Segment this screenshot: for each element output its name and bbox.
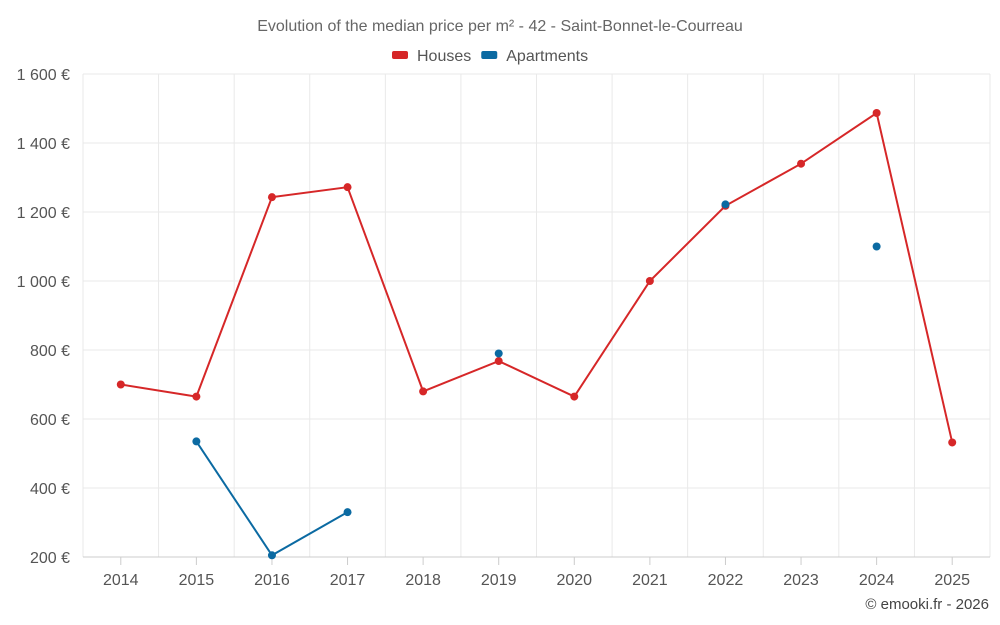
series-houses [116,108,957,447]
x-tick-label: 2017 [330,572,366,589]
data-point-houses-2024[interactable] [872,108,881,117]
series-layer [116,108,957,560]
x-tick-label: 2014 [103,572,139,589]
data-point-houses-2025[interactable] [948,438,957,447]
x-axis: 2014 2015 2016 2017 2018 2019 2020 2021 2022 2023… [83,556,990,589]
data-point-houses-2019[interactable] [494,357,503,366]
grid [82,73,991,558]
x-tick-label: 2018 [405,572,441,589]
y-tick-label: 1 600 € [17,67,70,84]
chart-title: Evolution of the median price per m² - 4… [257,18,743,35]
x-tick-label: 2021 [632,572,668,589]
series-line-houses [120,111,954,443]
data-point-apartments-2024[interactable] [872,242,881,251]
series-apartments [192,200,881,560]
data-point-houses-2021[interactable] [645,277,654,285]
y-tick-label: 1 400 € [17,136,70,153]
y-tick-label: 200 € [30,550,70,567]
x-tick-label: 2024 [859,572,895,589]
data-point-houses-2014[interactable] [116,380,125,389]
y-tick-label: 400 € [30,481,70,498]
legend: Houses Apartments [392,48,588,65]
y-tick-label: 800 € [30,343,70,360]
x-tick-label: 2015 [179,572,215,589]
data-point-houses-2020[interactable] [570,392,579,401]
x-tick-label: 2025 [934,572,970,589]
data-point-houses-2018[interactable] [419,387,428,396]
x-tick-label: 2019 [481,572,517,589]
legend-swatch [481,51,498,59]
data-point-apartments-2022[interactable] [721,200,730,209]
credit-text: © emooki.fr - 2026 [865,596,989,613]
legend-swatch [392,51,408,59]
data-point-houses-2015[interactable] [192,392,201,401]
data-point-houses-2017[interactable] [343,183,352,192]
data-point-apartments-2019[interactable] [494,349,503,358]
y-tick-label: 600 € [30,412,70,429]
x-tick-label: 2016 [254,572,290,589]
data-point-houses-2023[interactable] [797,159,806,168]
legend-label: Houses [417,48,471,65]
data-point-apartments-2017[interactable] [343,508,352,517]
legend-label: Apartments [506,48,588,65]
legend-item-apartments[interactable]: Apartments [481,48,588,65]
x-tick-label: 2023 [783,572,819,589]
y-tick-label: 1 000 € [17,274,70,291]
x-tick-label: 2022 [708,572,744,589]
x-tick-label: 2020 [556,572,592,589]
data-point-houses-2016[interactable] [267,193,276,202]
y-axis: 200 € 400 € 600 € 800 € 1 000 € 1 200 € 1 400 … [17,67,70,567]
data-point-apartments-2016[interactable] [267,551,276,560]
series-line-apartments [195,440,349,557]
y-tick-label: 1 200 € [17,205,70,222]
data-point-apartments-2015[interactable] [192,437,201,446]
legend-item-houses[interactable]: Houses [392,48,471,65]
